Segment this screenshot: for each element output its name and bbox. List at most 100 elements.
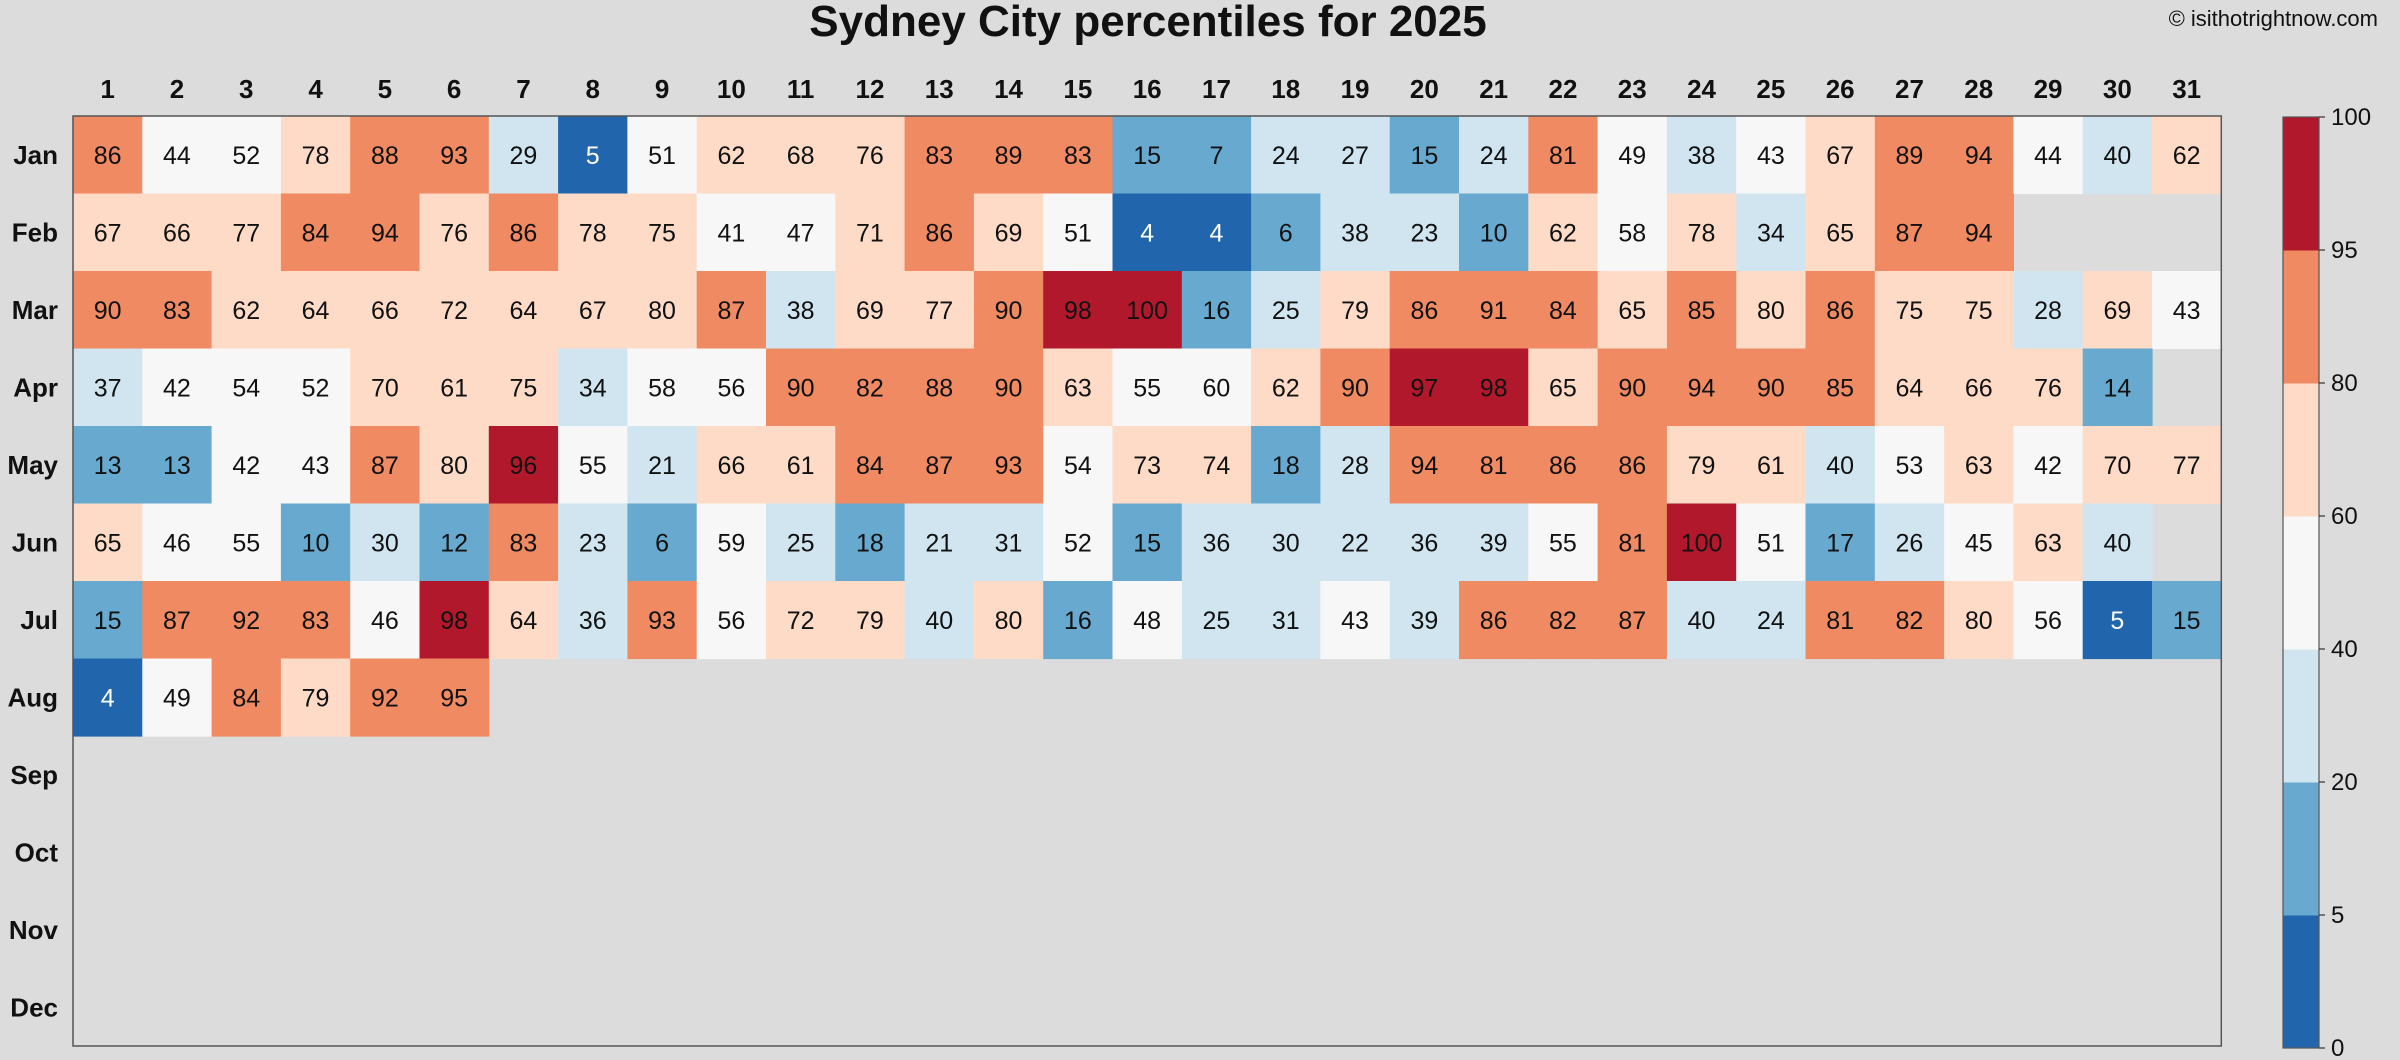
colorbar: 0 5 20 40 60 80 95 100 <box>2282 104 2371 1060</box>
cell-value-label: 25 <box>1203 607 1231 635</box>
cell-value-label: 72 <box>440 297 468 325</box>
cell-value-label: 5 <box>586 142 600 170</box>
cell-value-label: 21 <box>648 452 676 480</box>
cell-value-label: 25 <box>1272 297 1300 325</box>
cell-value-label: 24 <box>1480 142 1508 170</box>
cell-value-label: 84 <box>1549 297 1577 325</box>
heatmap-cell <box>142 426 213 505</box>
heatmap-cell <box>280 348 351 427</box>
heatmap-cell <box>1666 348 1737 427</box>
heatmap-cell <box>1320 426 1391 505</box>
cell-value-label: 54 <box>1064 452 1092 480</box>
cell-value-label: 84 <box>302 219 330 247</box>
cell-value-label: 80 <box>995 607 1023 635</box>
cell-value-label: 90 <box>787 374 815 402</box>
heatmap-cell <box>1666 271 1737 350</box>
heatmap-cell <box>904 426 975 505</box>
cell-value-label: 84 <box>232 684 260 712</box>
heatmap-cell <box>1181 116 1252 195</box>
cell-value-label: 15 <box>94 607 122 635</box>
heatmap-cell <box>142 271 213 350</box>
colorbar-segment <box>2283 117 2319 251</box>
heatmap-cell <box>627 348 698 427</box>
cell-value-label: 44 <box>163 142 191 170</box>
cell-value-label: 58 <box>648 374 676 402</box>
heatmap-cell <box>1944 348 2014 427</box>
heatmap-cell <box>142 116 213 195</box>
cell-value-label: 94 <box>371 219 399 247</box>
colorbar-tick-label: 0 <box>2331 1035 2344 1060</box>
cell-value-label: 62 <box>232 297 260 325</box>
heatmap-cell <box>1597 116 1668 195</box>
cell-value-label: 94 <box>1410 452 1438 480</box>
cell-value-label: 67 <box>94 219 122 247</box>
cell-value-label: 41 <box>717 219 745 247</box>
heatmap-cell <box>1320 116 1391 195</box>
cell-value-label: 90 <box>995 374 1023 402</box>
cell-value-label: 49 <box>163 684 191 712</box>
cell-value-label: 61 <box>787 452 815 480</box>
heatmap-cell <box>488 503 559 582</box>
cell-value-label: 100 <box>1126 297 1168 325</box>
cell-value-label: 66 <box>717 452 745 480</box>
day-label: 4 <box>308 74 323 104</box>
cell-value-label: 24 <box>1272 142 1300 170</box>
heatmap-cell <box>1251 426 1321 505</box>
heatmap-cell <box>1874 426 1945 505</box>
heatmap-cell <box>1805 348 1876 427</box>
heatmap-cell <box>1944 116 2014 195</box>
heatmap-cell <box>1736 193 1807 272</box>
heatmap-cell <box>1181 426 1252 505</box>
cell-value-label: 62 <box>717 142 745 170</box>
cell-value-label: 83 <box>925 142 953 170</box>
heatmap-cell <box>835 426 906 505</box>
heatmap-cell <box>1528 426 1599 505</box>
cell-value-label: 83 <box>1064 142 1092 170</box>
day-label: 29 <box>2034 74 2063 104</box>
heatmap-cell <box>280 271 351 350</box>
heatmap-cell <box>1320 503 1391 582</box>
heatmap-cell <box>1874 193 1945 272</box>
cell-value-label: 61 <box>1757 452 1785 480</box>
heatmap-cell <box>1112 503 1183 582</box>
colorbar-tick-label: 60 <box>2331 503 2358 530</box>
cell-value-label: 13 <box>94 452 122 480</box>
cell-value-label: 94 <box>1688 374 1716 402</box>
cell-value-label: 12 <box>440 529 468 557</box>
heatmap-cell <box>558 193 628 272</box>
heatmap-cell <box>2082 426 2153 505</box>
heatmap-cell <box>1736 426 1807 505</box>
cell-value-label: 36 <box>579 607 607 635</box>
heatmap-cell <box>904 271 975 350</box>
cell-value-label: 80 <box>648 297 676 325</box>
heatmap-cell <box>1181 271 1252 350</box>
heatmap-cell <box>2152 426 2222 505</box>
cell-value-label: 87 <box>1896 219 1924 247</box>
cell-value-label: 63 <box>1064 374 1092 402</box>
heatmap-cell <box>558 348 628 427</box>
cell-value-label: 67 <box>579 297 607 325</box>
cell-value-label: 69 <box>856 297 884 325</box>
day-label: 25 <box>1756 74 1785 104</box>
heatmap-cell <box>1320 348 1391 427</box>
heatmap-cell <box>350 503 421 582</box>
cell-value-label: 36 <box>1203 529 1231 557</box>
heatmap-cell <box>73 193 143 272</box>
cell-value-label: 46 <box>163 529 191 557</box>
colorbar-border <box>2282 116 2320 1049</box>
heatmap-cell <box>696 193 767 272</box>
heatmap-cell <box>1043 116 1114 195</box>
cell-value-label: 79 <box>302 684 330 712</box>
heatmap-cell <box>1736 348 1807 427</box>
heatmap-cell <box>1043 581 1114 660</box>
cell-value-label: 93 <box>995 452 1023 480</box>
heatmap-cell <box>1528 581 1599 660</box>
heatmap-cell <box>211 193 282 272</box>
heatmap-cell <box>1181 348 1252 427</box>
heatmap-cell <box>1597 193 1668 272</box>
cell-value-label: 40 <box>2103 529 2131 557</box>
heatmap-cell <box>2082 348 2153 427</box>
chart-title: Sydney City percentiles for 2025 <box>809 0 1486 46</box>
cell-value-label: 94 <box>1965 219 1993 247</box>
cell-value-label: 56 <box>717 374 745 402</box>
